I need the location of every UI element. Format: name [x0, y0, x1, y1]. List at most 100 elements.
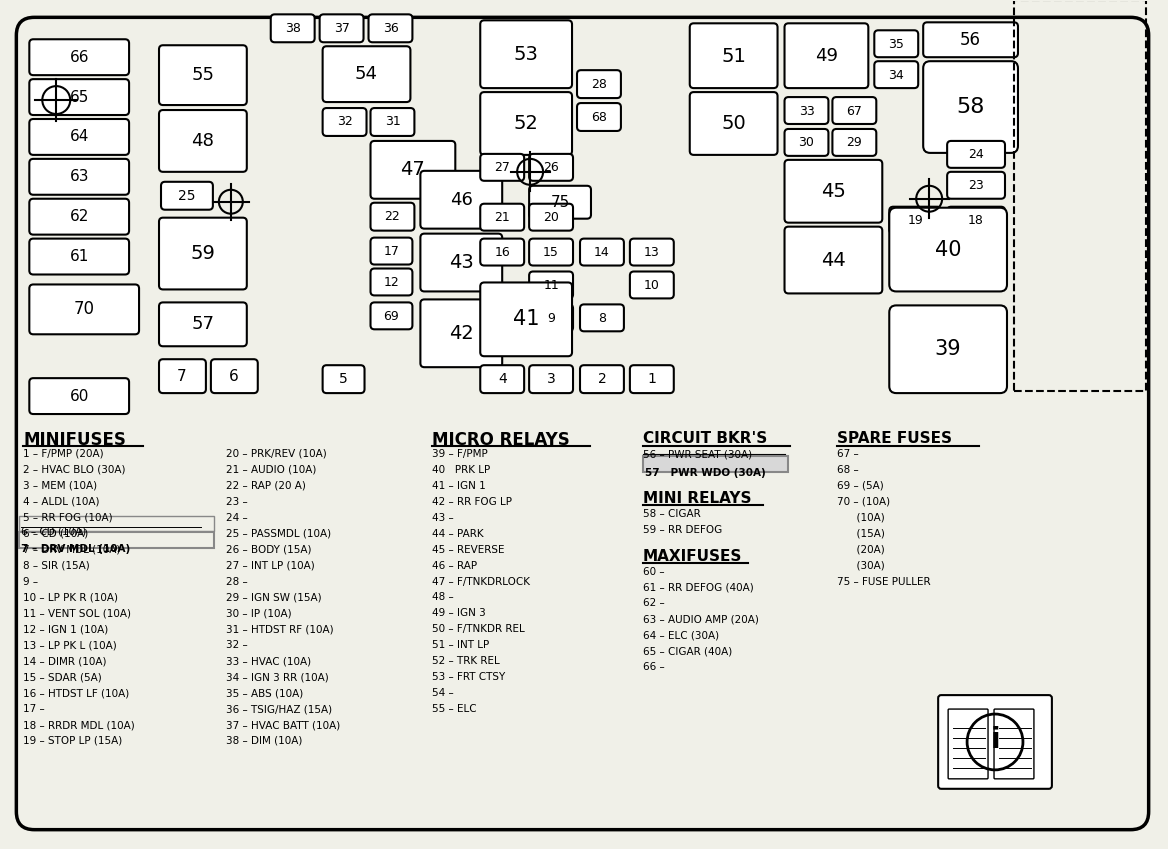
Text: 31: 31: [384, 115, 401, 128]
Text: 38: 38: [285, 22, 300, 35]
Text: 15: 15: [543, 246, 559, 259]
FancyBboxPatch shape: [833, 129, 876, 156]
Text: 61 – RR DEFOG (40A): 61 – RR DEFOG (40A): [642, 582, 753, 593]
Text: 43: 43: [449, 253, 474, 272]
FancyBboxPatch shape: [889, 306, 1007, 393]
Text: 24 –: 24 –: [225, 513, 248, 523]
FancyBboxPatch shape: [480, 20, 572, 88]
Text: MINI RELAYS: MINI RELAYS: [642, 491, 751, 506]
FancyBboxPatch shape: [529, 272, 573, 298]
Text: 32 –: 32 –: [225, 640, 248, 650]
FancyBboxPatch shape: [947, 141, 1004, 168]
Text: 38 – DIM (10A): 38 – DIM (10A): [225, 736, 303, 746]
FancyBboxPatch shape: [480, 239, 524, 266]
Text: 2 – HVAC BLO (30A): 2 – HVAC BLO (30A): [23, 465, 126, 475]
Text: 63: 63: [69, 169, 89, 184]
FancyBboxPatch shape: [889, 206, 941, 233]
Text: 33: 33: [799, 104, 814, 117]
FancyBboxPatch shape: [420, 300, 502, 367]
Text: 57: 57: [192, 315, 215, 334]
Text: 39 – F/PMP: 39 – F/PMP: [432, 449, 488, 459]
Text: MICRO RELAYS: MICRO RELAYS: [432, 431, 570, 449]
Text: MAXIFUSES: MAXIFUSES: [642, 548, 742, 564]
Text: 11 – VENT SOL (10A): 11 – VENT SOL (10A): [23, 609, 131, 618]
FancyBboxPatch shape: [271, 14, 314, 42]
Text: 1: 1: [647, 372, 656, 386]
Text: 21: 21: [494, 211, 510, 224]
Text: 70 – (10A): 70 – (10A): [837, 497, 890, 507]
Text: 17: 17: [383, 245, 399, 258]
Text: 55 – ELC: 55 – ELC: [432, 704, 477, 714]
Text: 52 – TRK REL: 52 – TRK REL: [432, 656, 500, 666]
Text: SPARE FUSES: SPARE FUSES: [837, 431, 952, 446]
FancyBboxPatch shape: [159, 302, 246, 346]
Text: 6: 6: [229, 368, 238, 384]
Bar: [20, 515, 214, 531]
Text: 25: 25: [179, 188, 196, 203]
FancyBboxPatch shape: [16, 17, 1148, 829]
FancyBboxPatch shape: [29, 119, 130, 155]
FancyBboxPatch shape: [322, 108, 367, 136]
Text: 55: 55: [192, 66, 215, 84]
Text: 75: 75: [550, 195, 570, 211]
FancyBboxPatch shape: [529, 239, 573, 266]
Text: 10: 10: [644, 279, 660, 292]
FancyBboxPatch shape: [785, 227, 882, 294]
Text: 21 – AUDIO (10A): 21 – AUDIO (10A): [225, 465, 317, 475]
Text: 34 – IGN 3 RR (10A): 34 – IGN 3 RR (10A): [225, 672, 328, 683]
Text: 40   PRK LP: 40 PRK LP: [432, 465, 491, 475]
FancyBboxPatch shape: [948, 709, 988, 779]
Text: i: i: [990, 726, 1000, 754]
FancyBboxPatch shape: [370, 108, 415, 136]
Text: 58: 58: [955, 97, 985, 117]
Text: 34: 34: [889, 69, 904, 82]
FancyBboxPatch shape: [161, 182, 213, 210]
FancyBboxPatch shape: [923, 61, 1018, 153]
FancyBboxPatch shape: [370, 302, 412, 329]
FancyBboxPatch shape: [529, 204, 573, 231]
FancyBboxPatch shape: [29, 239, 130, 274]
FancyBboxPatch shape: [159, 45, 246, 105]
Text: 23 –: 23 –: [225, 497, 248, 507]
Text: 62: 62: [70, 209, 89, 224]
FancyBboxPatch shape: [923, 22, 1018, 57]
Text: 63 – AUDIO AMP (20A): 63 – AUDIO AMP (20A): [642, 615, 759, 624]
Text: 32: 32: [336, 115, 353, 128]
Text: 53 – FRT CTSY: 53 – FRT CTSY: [432, 672, 506, 683]
Text: MINIFUSES: MINIFUSES: [23, 431, 126, 449]
FancyBboxPatch shape: [529, 154, 573, 181]
Text: 67: 67: [847, 104, 862, 117]
Text: 31 – HTDST RF (10A): 31 – HTDST RF (10A): [225, 624, 334, 634]
Text: 65 – CIGAR (40A): 65 – CIGAR (40A): [642, 646, 732, 656]
Text: 43 –: 43 –: [432, 513, 454, 523]
Text: 4: 4: [498, 372, 507, 386]
Text: 66 –: 66 –: [642, 662, 665, 672]
FancyBboxPatch shape: [159, 217, 246, 290]
Text: 40: 40: [934, 239, 961, 260]
Text: 4 – ALDL (10A): 4 – ALDL (10A): [23, 497, 99, 507]
Text: 50 – F/TNKDR REL: 50 – F/TNKDR REL: [432, 624, 526, 634]
Text: 20 – PRK/REV (10A): 20 – PRK/REV (10A): [225, 449, 327, 459]
Text: 26: 26: [543, 161, 559, 174]
Text: 35: 35: [889, 37, 904, 51]
Text: 39: 39: [934, 340, 961, 359]
Text: 20: 20: [543, 211, 559, 224]
Text: 48 –: 48 –: [432, 593, 454, 603]
Text: 29: 29: [847, 137, 862, 149]
Text: 68 –: 68 –: [837, 465, 860, 475]
FancyBboxPatch shape: [994, 709, 1034, 779]
FancyBboxPatch shape: [833, 97, 876, 124]
Text: 26 – BODY (15A): 26 – BODY (15A): [225, 544, 312, 554]
Text: 44: 44: [821, 251, 846, 270]
Text: 45: 45: [821, 183, 846, 201]
Text: 22: 22: [384, 211, 401, 223]
FancyBboxPatch shape: [480, 283, 572, 357]
FancyBboxPatch shape: [785, 97, 828, 124]
Text: 46: 46: [450, 191, 473, 209]
Text: (10A): (10A): [837, 513, 885, 523]
FancyBboxPatch shape: [577, 103, 621, 131]
Text: 19 – STOP LP (15A): 19 – STOP LP (15A): [23, 736, 123, 746]
Text: 12: 12: [383, 276, 399, 289]
FancyBboxPatch shape: [320, 14, 363, 42]
FancyBboxPatch shape: [785, 23, 868, 88]
